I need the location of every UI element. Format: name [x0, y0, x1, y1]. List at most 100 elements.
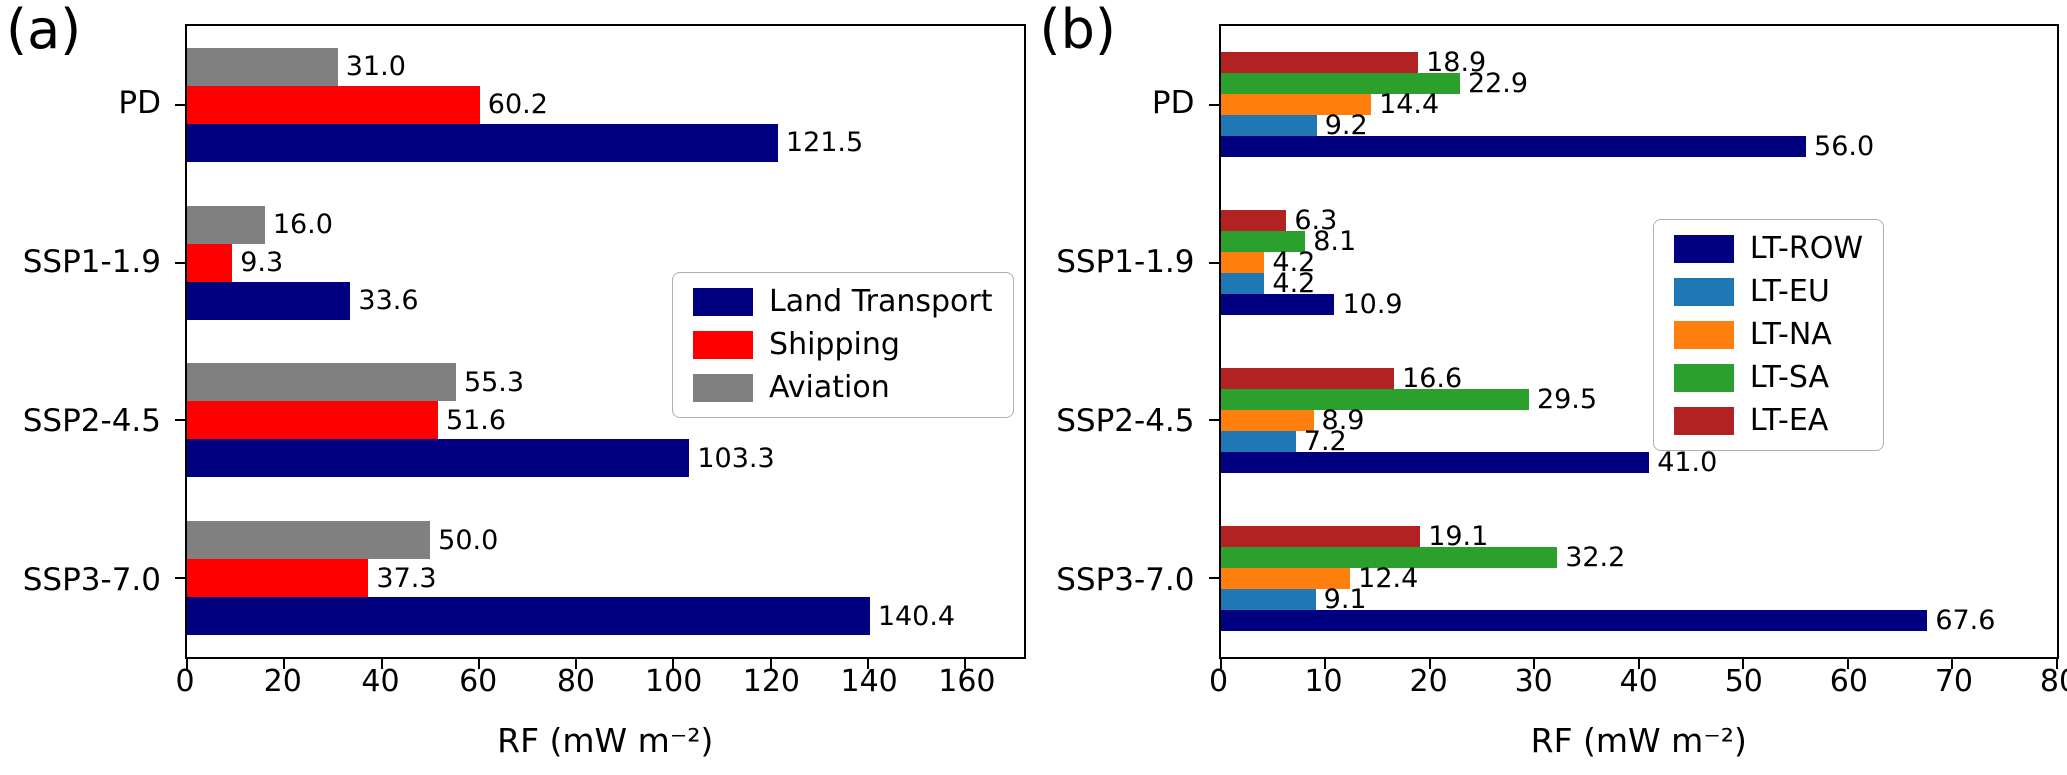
bar-row: 55.3: [187, 363, 1024, 402]
bar-lt-row: [1220, 136, 1807, 158]
bar-lt-sa: [1220, 73, 1460, 95]
x-tick-mark: [964, 659, 967, 669]
bar-group: 19.1 32.2 12.4 9.1 67.6: [1220, 499, 2058, 657]
bar-shipping: [187, 85, 480, 124]
bar-value-label: 37.3: [376, 562, 437, 594]
y-tick-mark: [175, 103, 185, 106]
y-tick-mark: [1208, 261, 1219, 264]
legend-label: LT-NA: [1749, 317, 1832, 352]
bar-lt-ea: [1220, 525, 1421, 547]
y-tick-mark: [175, 577, 185, 580]
bar-land-transport: [187, 597, 870, 636]
bar-value-label: 12.4: [1358, 562, 1419, 594]
x-tick-label: 70: [1934, 664, 1974, 699]
legend-item: LT-ROW: [1673, 231, 1863, 266]
bar-lt-na: [1220, 252, 1265, 274]
bar-value-label: 14.4: [1379, 89, 1440, 121]
bar-row: 9.3: [187, 243, 1024, 282]
legend-label: LT-EU: [1749, 274, 1830, 309]
legend: LT-ROW LT-EU LT-NA LT-SA LT-EA: [1652, 219, 1884, 451]
x-tick-mark: [283, 659, 286, 669]
bar-row: 56.0: [1220, 131, 2058, 163]
x-tick-label: 40: [1619, 664, 1658, 699]
x-tick-mark: [1428, 659, 1431, 669]
legend-item: Shipping: [693, 330, 992, 360]
bar-row: 14.4: [1220, 89, 2058, 121]
category-label: SSP3-7.0: [1056, 561, 1195, 598]
bar-value-label: 18.9: [1426, 47, 1487, 79]
x-tick-mark: [1637, 659, 1640, 669]
x-tick-mark: [186, 659, 188, 669]
legend-label: LT-SA: [1749, 360, 1829, 395]
bar-value-label: 121.5: [785, 127, 864, 159]
bar-lt-sa: [1220, 546, 1558, 568]
bar-lt-row: [1220, 451, 1650, 473]
bar-row: 9.1: [1220, 586, 2058, 613]
bar-value-label: 8.9: [1321, 404, 1365, 436]
x-tick-mark: [1951, 659, 1954, 669]
y-axis-labels: PD SSP1-1.9 SSP2-4.5 SSP3-7.0: [1034, 24, 1207, 659]
bar-value-label: 6.3: [1294, 205, 1338, 237]
bar-lt-ea: [1220, 367, 1395, 389]
bar-value-label: 4.2: [1272, 247, 1316, 279]
plot-area: 31.0 60.2 121.5 16.0 9.3 33.6 55.3 51.6 103.3 50.…: [175, 24, 1026, 669]
y-tick-mark: [175, 261, 185, 264]
legend-label: LT-EA: [1749, 403, 1829, 438]
legend-item: LT-SA: [1673, 360, 1863, 395]
bar-lt-eu: [1220, 115, 1317, 137]
y-tick-mark: [175, 419, 185, 422]
x-axis-ticks: 0 20 40 60 80 100 120 140 160: [175, 664, 1026, 705]
bar-row: 51.6: [187, 401, 1024, 440]
panel-letter: (a): [6, 0, 82, 61]
bar-land-transport: [187, 439, 690, 478]
bar-row: 50.0: [187, 521, 1024, 560]
chart-panel-b: (b) PD SSP1-1.9 SSP2-4.5 SSP3-7.0 18.9 22.9 1…: [1034, 0, 2067, 775]
legend-swatch: [1673, 364, 1734, 392]
x-tick-mark: [477, 659, 480, 669]
bar-value-label: 8.1: [1313, 226, 1357, 258]
x-tick-mark: [866, 659, 869, 669]
bar-value-label: 140.4: [877, 600, 956, 632]
legend-label: LT-ROW: [1749, 231, 1863, 266]
bar-value-label: 56.0: [1814, 131, 1875, 163]
x-tick-label: 50: [1724, 664, 1763, 699]
x-tick-label: 0: [175, 664, 195, 699]
x-tick-mark: [672, 659, 675, 669]
x-tick-label: 140: [840, 664, 898, 699]
y-tick-mark: [1208, 577, 1219, 580]
bar-value-label: 41.0: [1657, 446, 1718, 478]
x-axis-label: RF (mW m⁻²): [1530, 720, 1747, 760]
x-tick-label: 10: [1304, 664, 1343, 699]
bar-value-label: 19.1: [1428, 520, 1489, 552]
bar-row: 4.2: [1220, 247, 2058, 279]
legend-label: Shipping: [769, 327, 900, 362]
bar-row: 31.0: [187, 47, 1024, 86]
category-label: SSP2-4.5: [1056, 402, 1195, 439]
bar-value-label: 31.0: [345, 51, 406, 83]
x-tick-mark: [1324, 659, 1327, 669]
bar-row: 121.5: [187, 123, 1024, 162]
legend-swatch: [693, 374, 754, 402]
x-tick-label: 60: [459, 664, 498, 699]
x-axis-label: RF (mW m⁻²): [497, 720, 714, 760]
plot-area: 18.9 22.9 14.4 9.2 56.0 6.3 8.1 4.2 4.2 10.9 16.6 2…: [1208, 24, 2059, 669]
bar-lt-na: [1220, 94, 1372, 116]
bar-row: 4.2: [1220, 268, 2058, 300]
bar-value-label: 55.3: [463, 366, 525, 398]
legend-label: Land Transport: [769, 284, 993, 319]
x-tick-mark: [2056, 659, 2058, 669]
legend-item: Land Transport: [693, 284, 993, 319]
bar-groups: 18.9 22.9 14.4 9.2 56.0 6.3 8.1 4.2 4.2 10.9 16.6 2…: [1220, 26, 2058, 657]
bar-value-label: 67.6: [1935, 604, 1996, 636]
bar-value-label: 29.5: [1536, 383, 1598, 415]
legend-item: Aviation: [693, 373, 992, 403]
bar-lt-eu: [1220, 430, 1296, 452]
bar-lt-row: [1220, 294, 1335, 316]
legend-label: Aviation: [769, 370, 890, 405]
bar-group: 50.0 37.3 140.4: [187, 499, 1024, 657]
bar-row: 6.3: [1220, 205, 2058, 237]
legend-swatch: [1673, 321, 1734, 349]
x-tick-mark: [1742, 659, 1745, 669]
bar-value-label: 4.2: [1272, 268, 1316, 300]
category-label: SSP1-1.9: [22, 244, 161, 281]
